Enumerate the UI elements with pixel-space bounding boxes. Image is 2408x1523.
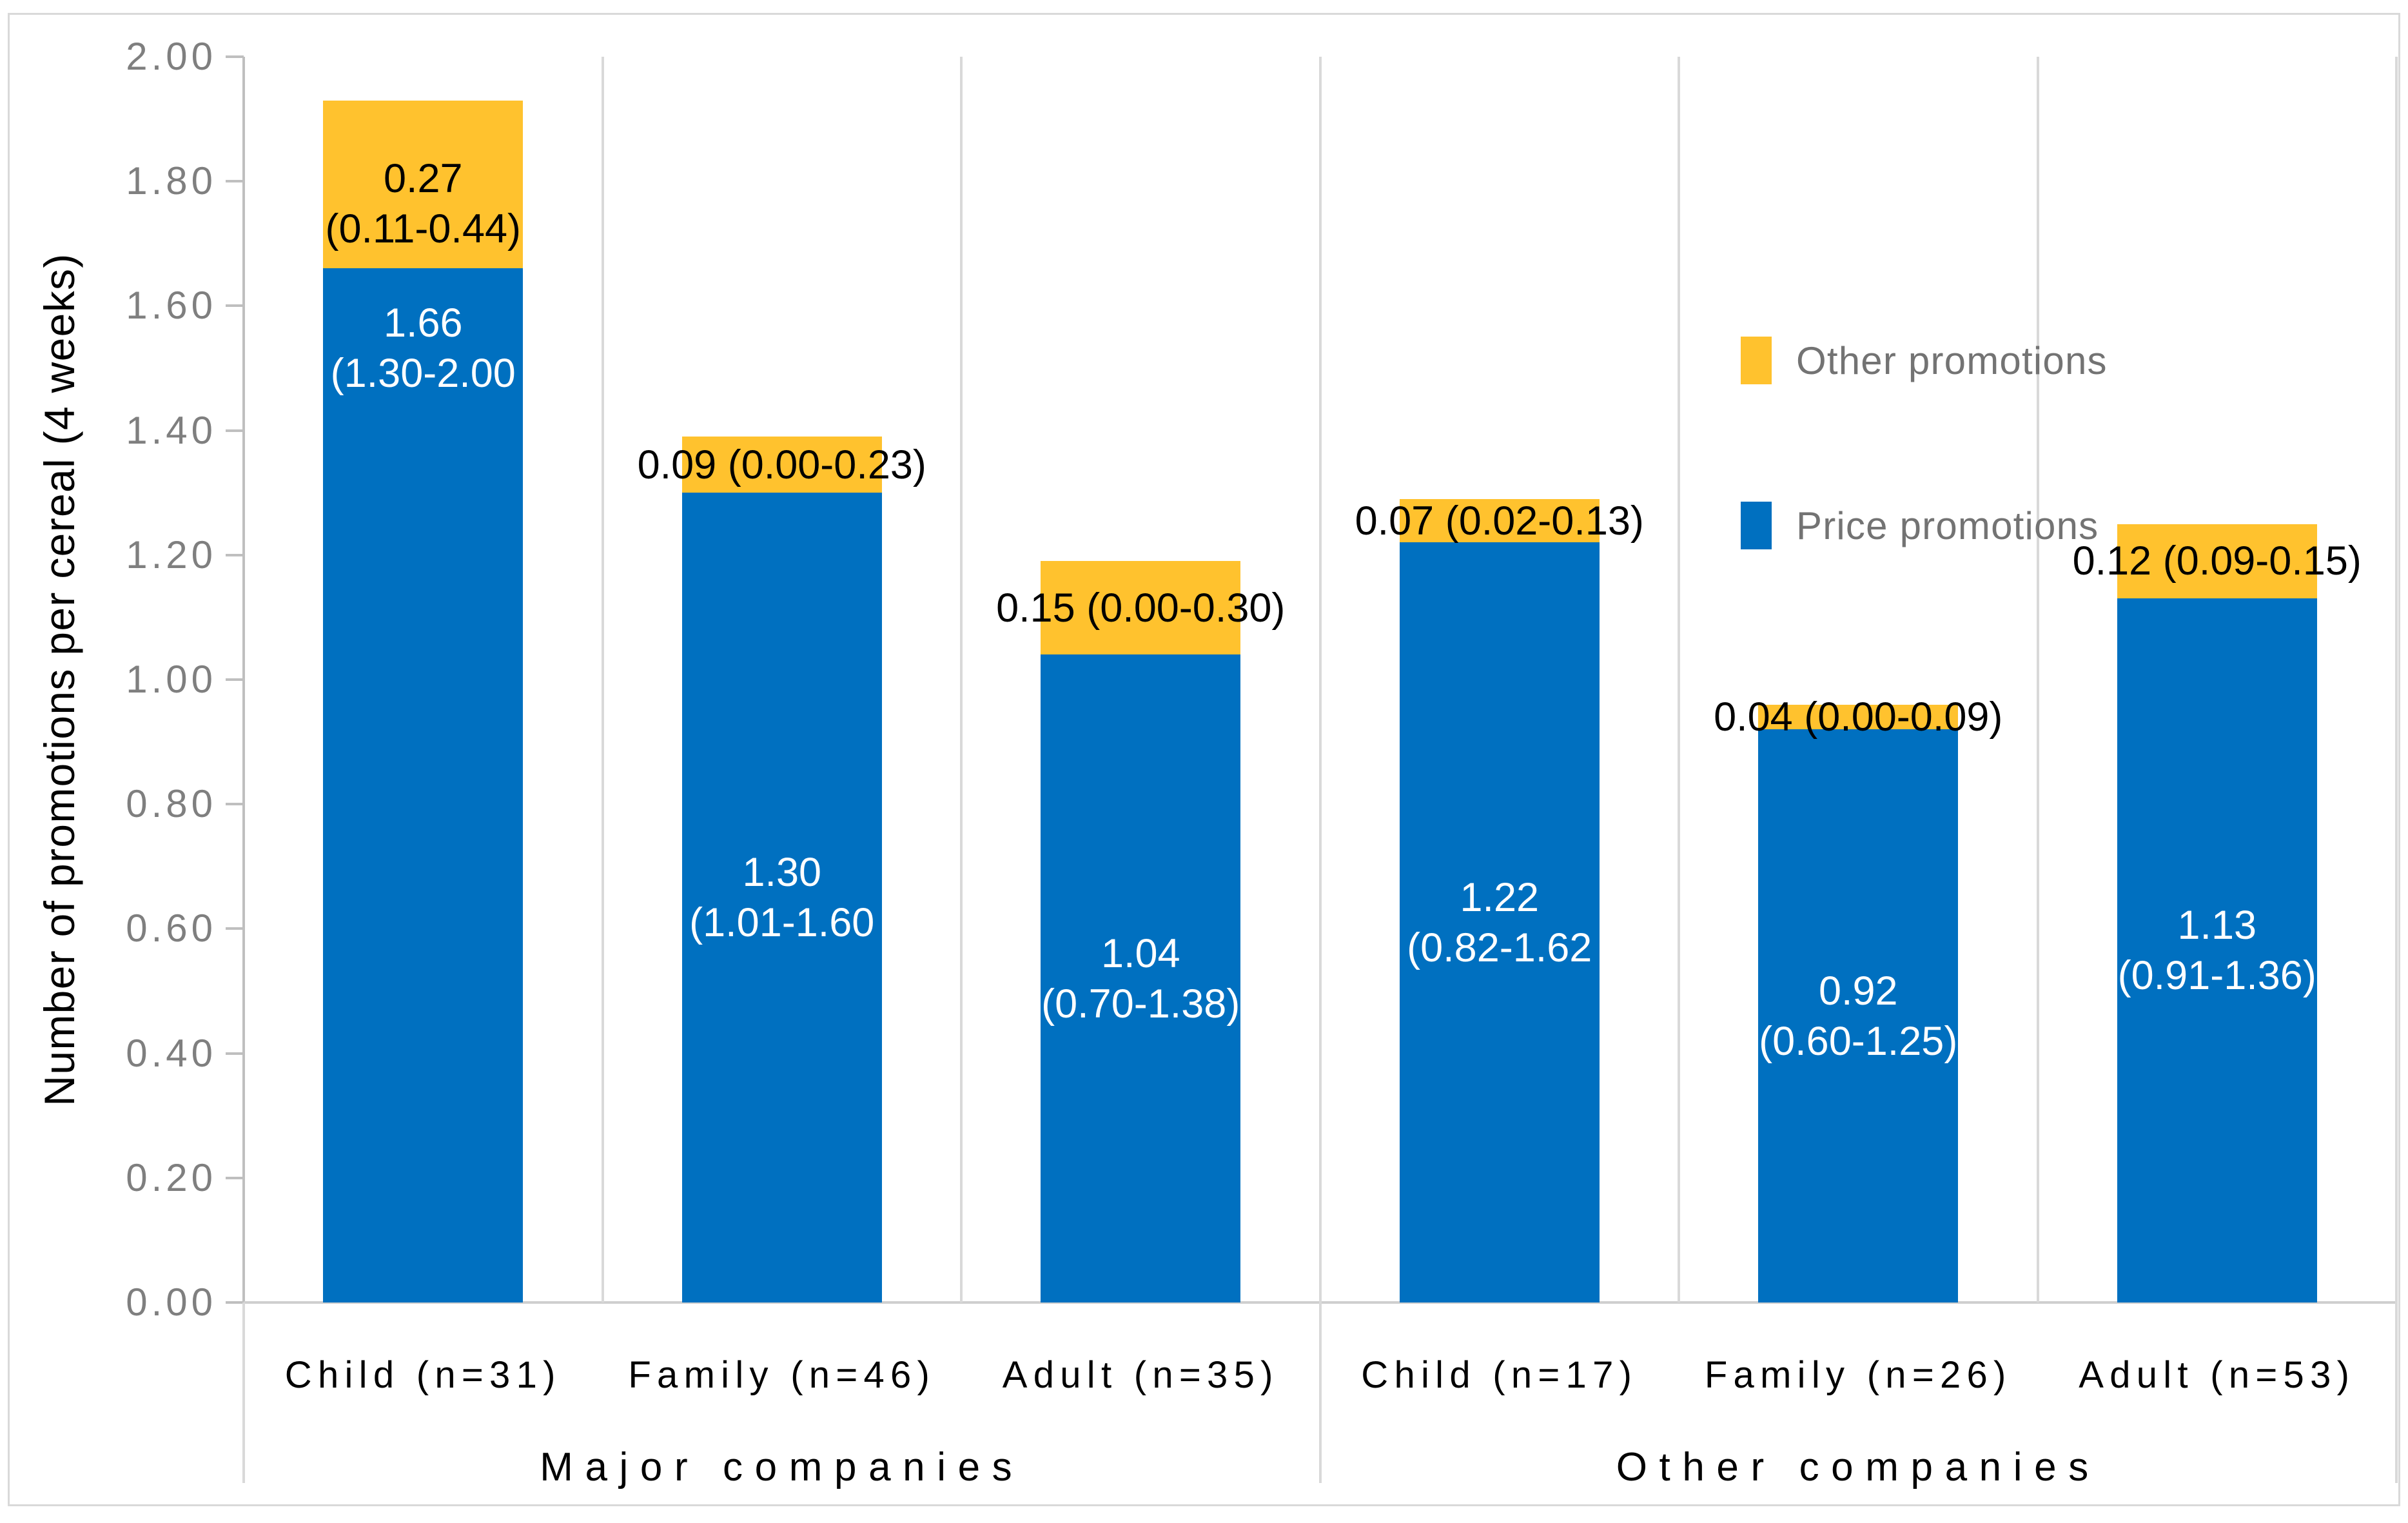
y-tick-label-1.20: 1.20: [126, 533, 217, 576]
y-tick-mark: [226, 304, 244, 308]
category-separator-line: [601, 57, 604, 1302]
bar-other-promotions-4: [1758, 704, 1959, 730]
bar-other-promotions-1: [681, 437, 882, 493]
y-tick-label-0.40: 0.40: [126, 1031, 217, 1075]
category-separator-line: [2036, 57, 2039, 1302]
axis-label-area-separator: [2395, 1302, 2398, 1483]
x-group-label-0: Major companies: [540, 1445, 1024, 1489]
y-tick-mark: [226, 180, 244, 183]
figure-border: [8, 13, 2400, 1506]
bar-price-promotions-1: [681, 493, 882, 1302]
x-category-label-4: Family (n=26): [1704, 1354, 2012, 1396]
bar-price-promotions-2: [1041, 654, 1241, 1302]
bar-other-promotions-5: [2117, 524, 2317, 599]
x-category-label-5: Adult (n=53): [2079, 1354, 2356, 1396]
legend: Other promotions Price promotions: [1741, 334, 2108, 664]
y-tick-mark: [226, 803, 244, 806]
y-axis-line: [242, 57, 245, 1302]
x-category-label-0: Child (n=31): [284, 1354, 562, 1396]
axis-label-area-separator: [1318, 1302, 1322, 1483]
y-tick-label-1.40: 1.40: [126, 408, 217, 452]
y-tick-label-0.60: 0.60: [126, 907, 217, 950]
y-tick-label-0.80: 0.80: [126, 782, 217, 826]
group-separator-line: [1318, 57, 1322, 1302]
y-tick-mark: [226, 1052, 244, 1055]
data-label-price-4: 0.92 (0.60-1.25): [1759, 968, 1958, 1064]
bar-price-promotions-5: [2117, 598, 2317, 1302]
data-label-price-5: 1.13 (0.91-1.36): [2117, 903, 2316, 999]
data-label-price-0: 1.66 (1.30-2.00: [330, 300, 516, 397]
plot-area: 0.00 0.20 0.40 0.60 0.80 1.00 1.20 1.40 1.60 1.80…: [126, 35, 2398, 1324]
legend-label-other-promotions: Other promotions: [1796, 339, 2108, 382]
x-group-label-1: Other companies: [1616, 1445, 2100, 1489]
x-category-label-3: Child (n=17): [1361, 1354, 1638, 1396]
legend-item-other-promotions: Other promotions: [1741, 334, 2108, 387]
y-tick-label-1.60: 1.60: [126, 284, 217, 328]
bar-price-promotions-4: [1758, 729, 1959, 1302]
data-label-price-1: 1.30 (1.01-1.60: [689, 850, 875, 946]
data-label-other-4: 0.04 (0.00-0.09): [1714, 694, 2003, 740]
data-label-price-2: 1.04 (0.70-1.38): [1041, 930, 1240, 1027]
bar-price-promotions-3: [1399, 542, 1600, 1302]
y-tick-mark: [226, 927, 244, 930]
bar-other-promotions-3: [1399, 498, 1600, 543]
category-separator-line: [1678, 57, 1680, 1302]
category-separator-line: [960, 57, 963, 1302]
y-tick-label-1.00: 1.00: [126, 658, 217, 701]
bar-other-promotions-2: [1041, 561, 1241, 655]
y-tick-label-0.00: 0.00: [126, 1281, 217, 1324]
y-tick-label-2.00: 2.00: [126, 35, 217, 78]
bar-other-promotions-0: [323, 100, 524, 269]
axis-label-area-separator: [242, 1302, 245, 1483]
data-label-price-3: 1.22 (0.82-1.62: [1407, 874, 1592, 970]
data-label-other-1: 0.09 (0.00-0.23): [637, 442, 926, 487]
legend-swatch-other-promotions-icon: [1741, 337, 1772, 384]
y-tick-mark: [226, 429, 244, 432]
data-label-other-0: 0.27 (0.11-0.44): [325, 156, 522, 252]
data-label-other-2: 0.15 (0.00-0.30): [996, 585, 1286, 631]
y-tick-label-0.20: 0.20: [126, 1155, 217, 1199]
plot-right-edge-line: [2395, 57, 2398, 1302]
legend-swatch-price-promotions-icon: [1741, 502, 1772, 549]
bar-price-promotions-0: [323, 268, 524, 1302]
y-tick-mark: [226, 55, 244, 58]
legend-label-price-promotions: Price promotions: [1796, 504, 2099, 547]
y-tick-mark: [226, 1176, 244, 1179]
y-tick-mark: [226, 553, 244, 556]
legend-item-price-promotions: Price promotions: [1741, 499, 2108, 552]
x-category-label-2: Adult (n=35): [1002, 1354, 1279, 1396]
data-label-other-5: 0.12 (0.09-0.15): [2072, 538, 2362, 584]
x-category-label-1: Family (n=46): [628, 1354, 936, 1396]
y-tick-mark: [226, 1301, 244, 1304]
y-tick-label-1.80: 1.80: [126, 159, 217, 203]
data-label-other-3: 0.07 (0.02-0.13): [1355, 498, 1644, 544]
y-tick-mark: [226, 678, 244, 681]
